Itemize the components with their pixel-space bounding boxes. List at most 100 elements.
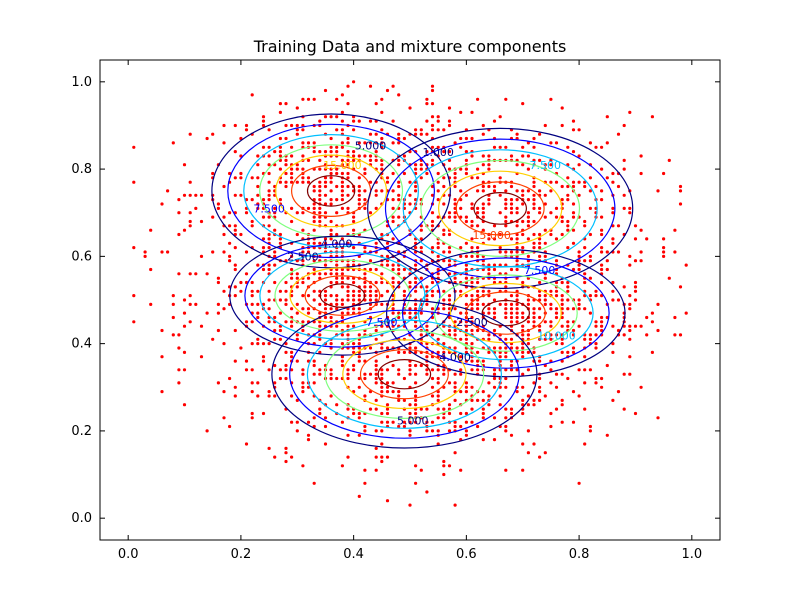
data-point xyxy=(600,198,604,202)
data-point xyxy=(329,198,333,202)
data-point xyxy=(256,381,260,385)
data-point xyxy=(414,246,418,250)
data-point xyxy=(329,307,333,311)
data-point xyxy=(588,206,593,210)
data-point xyxy=(290,123,294,128)
data-point xyxy=(216,302,220,306)
data-point xyxy=(256,263,260,267)
data-point xyxy=(329,176,333,180)
data-point xyxy=(188,320,192,324)
data-point xyxy=(295,276,299,280)
data-point xyxy=(391,276,395,280)
data-point xyxy=(656,328,660,333)
data-point xyxy=(256,302,260,306)
data-point xyxy=(256,206,260,210)
data-point xyxy=(318,167,322,171)
data-point xyxy=(380,411,384,416)
data-point xyxy=(594,342,598,346)
data-point xyxy=(639,228,643,232)
data-point xyxy=(487,289,491,293)
data-point xyxy=(205,429,209,433)
data-point xyxy=(256,289,260,293)
data-point xyxy=(306,433,311,437)
data-point xyxy=(346,376,350,381)
data-point xyxy=(385,385,390,389)
data-point xyxy=(504,355,508,359)
data-point xyxy=(160,250,164,254)
contour-label: 7.500 xyxy=(530,159,562,172)
data-point xyxy=(436,145,440,149)
data-point xyxy=(526,141,531,145)
data-point xyxy=(566,228,570,232)
data-point xyxy=(611,241,615,245)
data-point xyxy=(419,167,423,171)
data-point xyxy=(521,189,525,193)
data-point xyxy=(538,246,542,250)
data-point xyxy=(492,224,497,228)
data-point xyxy=(667,276,671,280)
data-point xyxy=(222,215,226,219)
data-point xyxy=(374,376,378,381)
data-point xyxy=(442,372,446,376)
data-point xyxy=(470,420,474,424)
data-point xyxy=(594,320,598,324)
data-point xyxy=(261,145,266,149)
data-point xyxy=(419,237,423,241)
data-point xyxy=(476,246,480,250)
data-point xyxy=(459,254,463,258)
data-point xyxy=(194,206,198,210)
data-point xyxy=(239,171,243,176)
data-point xyxy=(509,184,514,189)
data-point xyxy=(487,272,491,276)
data-point xyxy=(318,372,322,376)
data-point xyxy=(459,424,463,429)
data-point xyxy=(538,307,542,311)
data-point xyxy=(442,407,446,411)
data-point xyxy=(532,136,536,141)
data-point xyxy=(560,232,564,237)
data-point xyxy=(312,219,316,224)
data-point xyxy=(335,145,339,149)
data-point xyxy=(312,228,316,232)
data-point xyxy=(628,206,632,210)
data-point xyxy=(487,167,491,171)
data-point xyxy=(318,206,322,210)
data-point xyxy=(352,307,356,311)
data-point xyxy=(368,158,373,162)
data-point xyxy=(340,206,344,210)
data-point xyxy=(504,337,508,341)
data-point xyxy=(436,272,440,276)
data-point xyxy=(509,368,514,372)
data-point xyxy=(521,342,525,346)
data-point xyxy=(566,219,570,224)
data-point xyxy=(346,407,350,411)
data-point xyxy=(391,198,395,202)
data-point xyxy=(182,163,187,167)
data-point xyxy=(160,355,164,359)
data-point xyxy=(323,241,328,245)
data-point xyxy=(476,359,480,363)
data-point xyxy=(549,180,553,184)
data-point xyxy=(504,468,508,472)
data-point xyxy=(290,219,294,224)
data-point xyxy=(600,232,604,237)
data-point xyxy=(335,403,339,407)
data-point xyxy=(352,368,356,372)
data-point xyxy=(583,219,587,224)
data-point xyxy=(419,176,423,180)
data-point xyxy=(436,246,440,250)
data-point xyxy=(504,302,508,306)
data-point xyxy=(600,250,604,254)
data-point xyxy=(397,350,401,354)
data-point xyxy=(554,311,559,315)
data-point xyxy=(481,438,485,442)
contour-line xyxy=(473,191,528,225)
y-tick-label: 0.0 xyxy=(71,511,92,526)
data-point xyxy=(329,202,333,206)
data-point xyxy=(380,420,384,424)
data-point xyxy=(408,420,412,424)
data-point xyxy=(594,145,598,149)
data-point xyxy=(357,289,361,293)
data-point xyxy=(498,211,502,215)
data-point xyxy=(504,189,508,193)
